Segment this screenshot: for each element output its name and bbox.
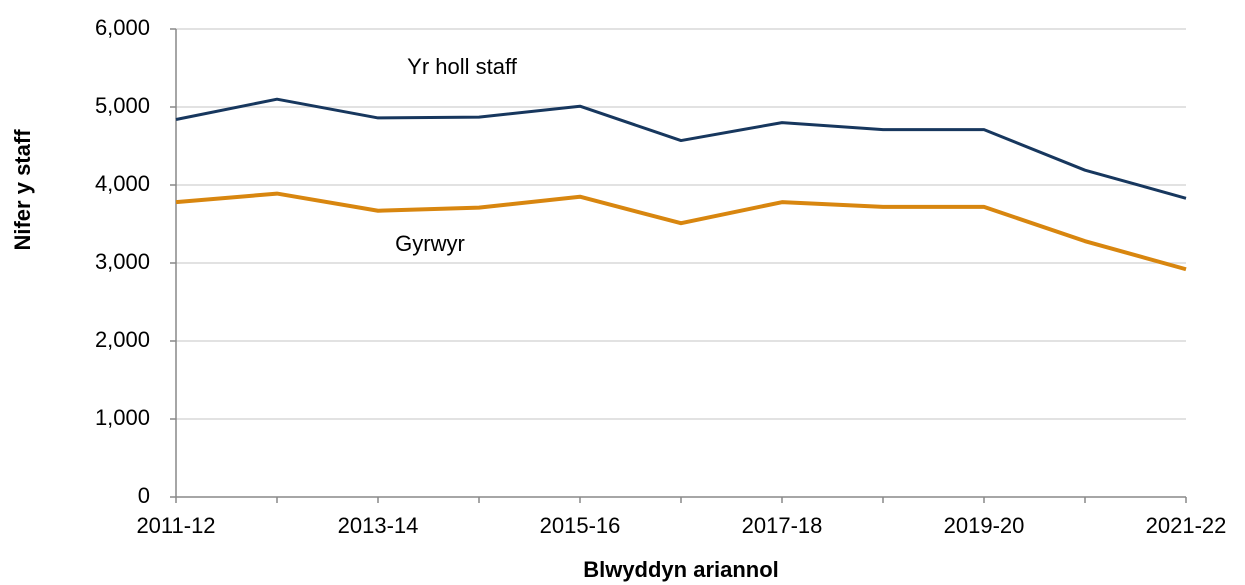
series-label: Yr holl staff bbox=[407, 54, 518, 79]
y-tick-label: 0 bbox=[138, 483, 150, 508]
y-tick-label: 3,000 bbox=[95, 249, 150, 274]
x-tick-label: 2011-12 bbox=[136, 513, 215, 538]
series-line bbox=[175, 97, 1187, 200]
y-tick-label: 6,000 bbox=[95, 15, 150, 40]
y-tick-label: 5,000 bbox=[95, 93, 150, 118]
x-tick-label: 2019-20 bbox=[944, 513, 1025, 538]
x-tick-label: 2013-14 bbox=[338, 513, 419, 538]
x-tick-label: 2015-16 bbox=[540, 513, 621, 538]
x-tick-label: 2021-22 bbox=[1146, 513, 1227, 538]
y-axis-title: Nifer y staff bbox=[10, 129, 35, 251]
y-tick-label: 1,000 bbox=[95, 405, 150, 430]
x-axis-title: Blwyddyn ariannol bbox=[583, 557, 779, 582]
x-tick-label: 2017-18 bbox=[742, 513, 823, 538]
series-line bbox=[175, 191, 1187, 272]
y-tick-label: 2,000 bbox=[95, 327, 150, 352]
y-tick-label: 4,000 bbox=[95, 171, 150, 196]
series-label: Gyrwyr bbox=[395, 231, 465, 256]
